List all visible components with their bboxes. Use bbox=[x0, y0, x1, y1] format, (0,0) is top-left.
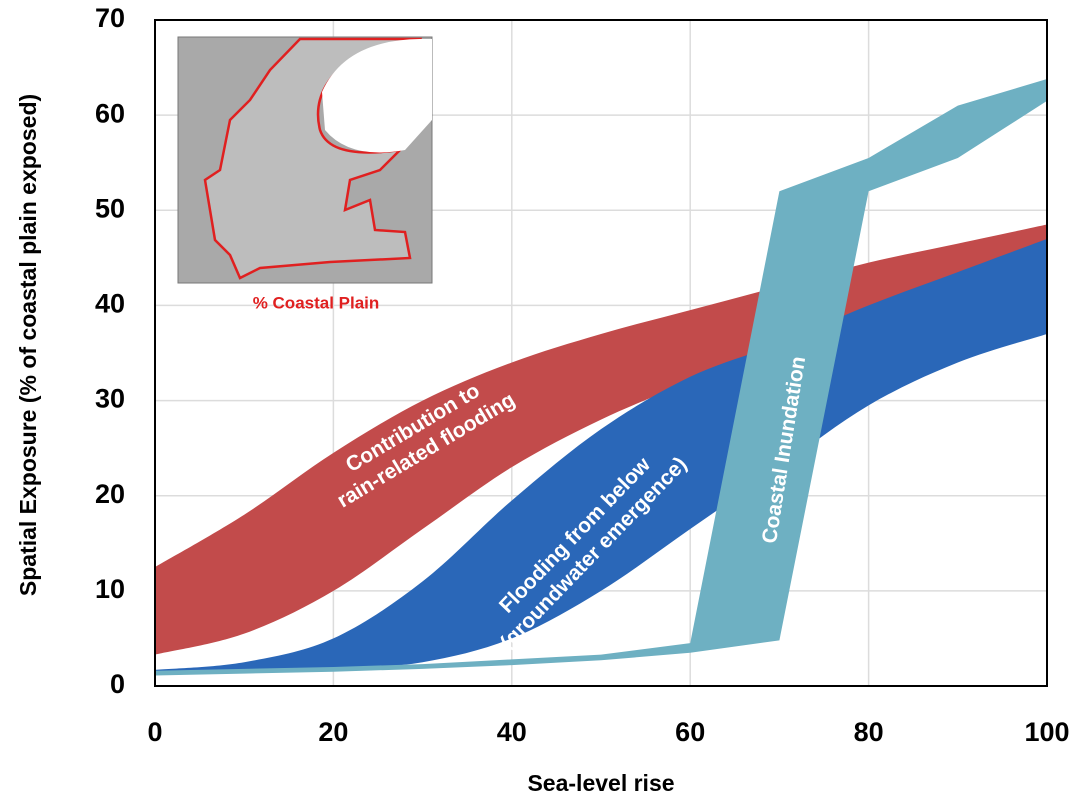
y-tick-label: 70 bbox=[95, 3, 125, 33]
x-tick-label: 60 bbox=[675, 717, 705, 747]
x-tick-label: 20 bbox=[318, 717, 348, 747]
y-axis-label: Spatial Exposure (% of coastal plain exp… bbox=[15, 94, 41, 596]
x-tick-label: 100 bbox=[1024, 717, 1069, 747]
y-tick-label: 40 bbox=[95, 289, 125, 319]
x-tick-label: 40 bbox=[497, 717, 527, 747]
inset-label: % Coastal Plain bbox=[253, 293, 380, 312]
inset-map: % Coastal Plain bbox=[178, 37, 432, 312]
x-axis-label: Sea-level rise bbox=[527, 770, 674, 796]
y-tick-label: 60 bbox=[95, 98, 125, 128]
y-tick-label: 50 bbox=[95, 193, 125, 223]
y-tick-label: 10 bbox=[95, 574, 125, 604]
x-tick-label: 80 bbox=[854, 717, 884, 747]
y-tick-label: 30 bbox=[95, 384, 125, 414]
y-tick-label: 20 bbox=[95, 479, 125, 509]
x-tick-label: 0 bbox=[147, 717, 162, 747]
chart: % Coastal Plain 0 10 20 30 40 50 60 70 0 20 40 60 80… bbox=[0, 0, 1071, 803]
y-tick-label: 0 bbox=[110, 669, 125, 699]
